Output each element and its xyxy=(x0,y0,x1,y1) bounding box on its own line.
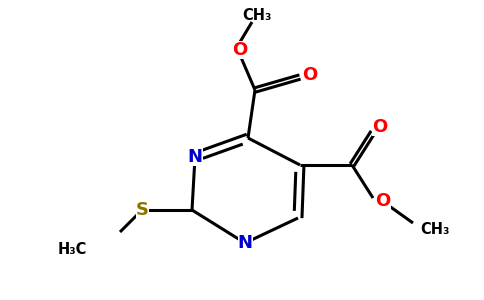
Text: CH₃: CH₃ xyxy=(242,8,272,22)
Text: O: O xyxy=(376,192,391,210)
Text: O: O xyxy=(302,66,318,84)
Text: O: O xyxy=(232,41,248,59)
Text: N: N xyxy=(187,148,202,166)
Text: O: O xyxy=(372,118,388,136)
Text: H₃C: H₃C xyxy=(57,242,87,257)
Text: CH₃: CH₃ xyxy=(420,223,450,238)
Text: N: N xyxy=(238,234,253,252)
Text: S: S xyxy=(136,201,149,219)
